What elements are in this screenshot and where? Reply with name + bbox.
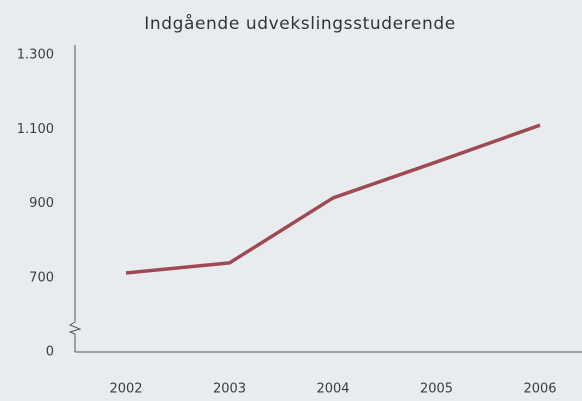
x-tick-label: 2003 xyxy=(213,382,246,397)
y-tick-label: 1.300 xyxy=(17,48,54,63)
chart-title: Indgående udvekslingsstuderende xyxy=(144,13,456,34)
y-tick-label: 0 xyxy=(46,345,54,360)
y-tick-label: 900 xyxy=(29,196,54,211)
line-series xyxy=(125,123,541,275)
x-tick-label: 2004 xyxy=(316,382,349,397)
y-tick-label: 1.100 xyxy=(17,122,54,137)
x-tick-label: 2006 xyxy=(523,382,556,397)
x-tick-label: 2005 xyxy=(420,382,453,397)
y-tick-label: 700 xyxy=(29,270,54,285)
x-tick-label: 2002 xyxy=(109,382,142,397)
axis-break xyxy=(68,321,82,335)
